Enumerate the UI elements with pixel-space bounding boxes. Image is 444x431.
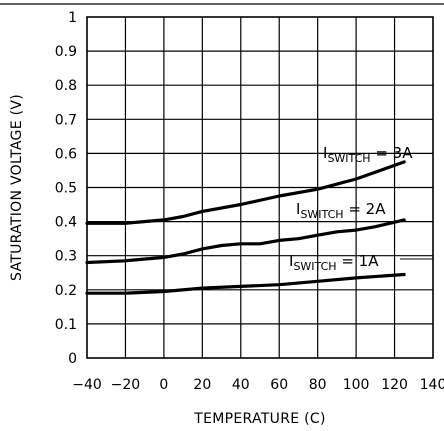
- x-tick-label: 140: [420, 377, 444, 393]
- y-tick-label: 1: [68, 10, 77, 26]
- y-tick-label: 0.2: [55, 283, 77, 299]
- plot-frame: [86, 16, 434, 359]
- series-label: ISWITCH = 1A: [289, 252, 379, 273]
- y-tick-label: 0.4: [55, 215, 77, 231]
- x-axis-title: TEMPERATURE (C): [193, 411, 325, 427]
- x-tick-label: 120: [381, 377, 408, 393]
- x-tick-label: 0: [159, 377, 168, 393]
- series-line: [85, 218, 406, 265]
- x-tick-labels: −40 −20 0 20 40 60 80 100 120 140: [72, 377, 444, 393]
- x-tick-label: 100: [343, 377, 370, 393]
- y-axis-title: SATURATION VOLTAGE (V): [9, 94, 25, 281]
- x-tick-label: −20: [111, 377, 141, 393]
- grid-lines: [87, 17, 433, 358]
- y-tick-label: 0.3: [55, 249, 77, 265]
- y-tick-label: 0: [68, 351, 77, 367]
- y-tick-labels: 0 0.1 0.2 0.3 0.4 0.5 0.6 0.7 0.8 0.9 1: [55, 10, 77, 367]
- y-tick-label: 0.6: [55, 146, 77, 162]
- x-tick-label: 40: [232, 377, 250, 393]
- y-tick-label: 0.7: [55, 112, 77, 128]
- series-curves: [85, 160, 406, 295]
- series-labels: ISWITCH = 3A ISWITCH = 2A ISWITCH = 1A: [289, 144, 433, 273]
- x-tick-label: 60: [270, 377, 288, 393]
- x-tick-label: 20: [193, 377, 211, 393]
- y-tick-label: 0.8: [55, 78, 77, 94]
- series-line: [85, 160, 406, 225]
- series-line: [85, 272, 406, 295]
- y-tick-label: 0.5: [55, 181, 77, 197]
- x-tick-label: 80: [309, 377, 327, 393]
- x-tick-label: −40: [72, 377, 102, 393]
- y-tick-label: 0.9: [55, 44, 77, 60]
- series-label: ISWITCH = 2A: [296, 200, 386, 221]
- series-label: ISWITCH = 3A: [323, 144, 413, 165]
- y-tick-label: 0.1: [55, 317, 77, 333]
